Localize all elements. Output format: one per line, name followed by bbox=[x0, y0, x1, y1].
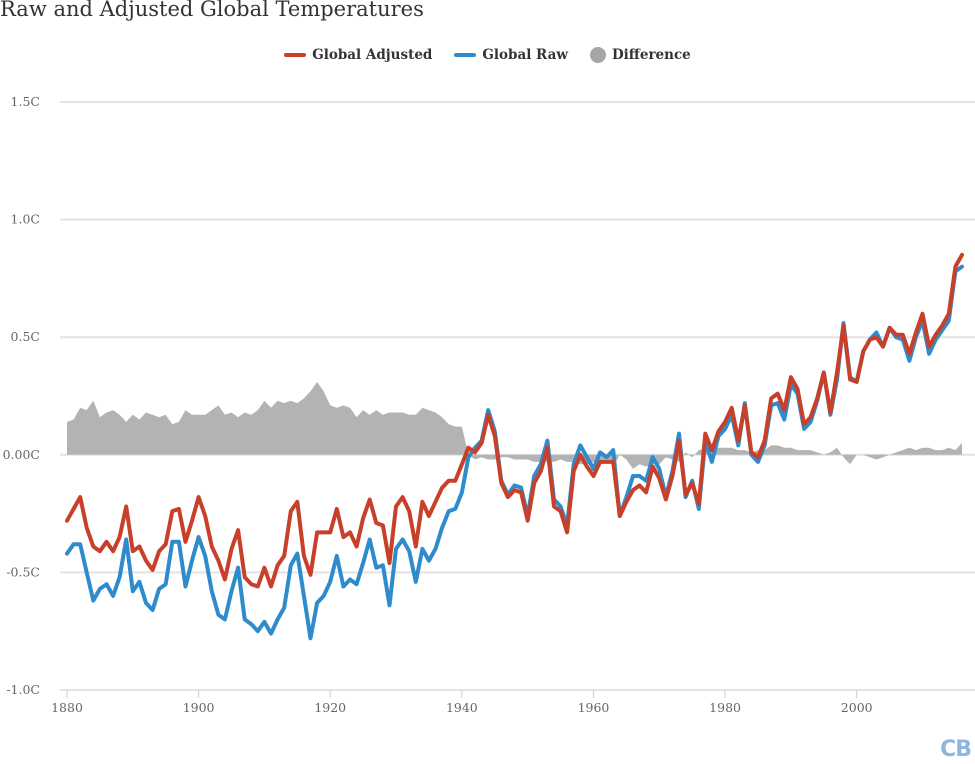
carbon-brief-logo: CB bbox=[940, 737, 972, 762]
x-tick-label: 1920 bbox=[314, 700, 346, 715]
x-tick-label: 1960 bbox=[578, 700, 610, 715]
y-tick-label: 1.5C bbox=[11, 94, 40, 109]
legend-item-global-raw[interactable]: Global Raw bbox=[454, 47, 568, 63]
y-tick-label: -0.5C bbox=[6, 564, 40, 579]
y-tick-label: -1.0C bbox=[6, 682, 40, 697]
legend-label: Difference bbox=[611, 47, 691, 63]
legend-label: Global Raw bbox=[482, 47, 568, 63]
y-tick-label: 0.00C bbox=[3, 447, 40, 462]
x-tick-label: 1880 bbox=[51, 700, 83, 715]
global-adjusted-line bbox=[65, 252, 964, 589]
difference-area bbox=[67, 381, 962, 469]
chart-title: Raw and Adjusted Global Temperatures bbox=[0, 0, 424, 21]
y-tick-label: 1.0C bbox=[11, 212, 40, 227]
legend-swatch-difference bbox=[589, 47, 606, 63]
legend-swatch-adjusted bbox=[284, 53, 307, 57]
legend: Global Adjusted Global Raw Difference bbox=[0, 47, 975, 63]
legend-label: Global Adjusted bbox=[312, 47, 433, 63]
legend-item-global-adjusted[interactable]: Global Adjusted bbox=[284, 47, 432, 63]
x-tick-label: 2000 bbox=[841, 700, 873, 715]
x-tick-label: 1940 bbox=[446, 700, 478, 715]
legend-item-difference[interactable]: Difference bbox=[589, 47, 691, 63]
legend-swatch-raw bbox=[454, 53, 477, 57]
x-tick-label: 1980 bbox=[709, 700, 741, 715]
x-tick-label: 1900 bbox=[183, 700, 215, 715]
y-tick-label: 0.5C bbox=[11, 329, 40, 344]
